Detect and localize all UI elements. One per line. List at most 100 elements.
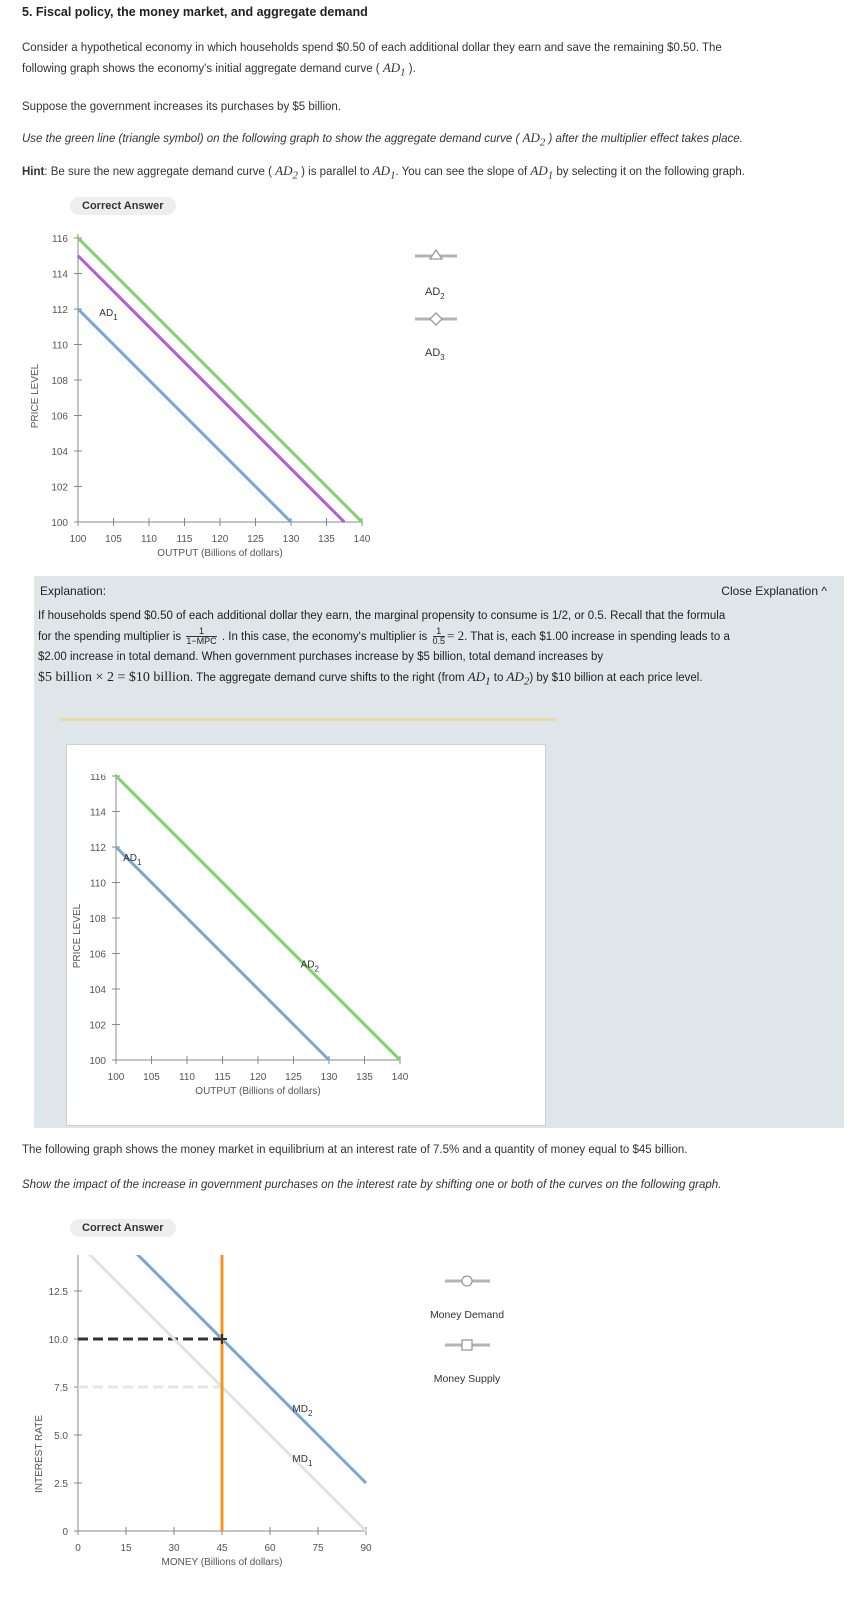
curve-label: AD1	[99, 308, 118, 322]
ad-graph-2: PRICE LEVEL 1001021041061081101121141161…	[72, 774, 409, 1097]
intro-text: Consider a hypothetical economy in which…	[22, 42, 722, 79]
question-title: 5. Fiscal policy, the money market, and …	[22, 5, 368, 19]
legend-money-demand[interactable]: Money Demand	[430, 1275, 504, 1321]
divider	[60, 718, 556, 721]
curve-label: AD2	[301, 960, 320, 974]
y-tick-label: 5.0	[54, 1431, 68, 1442]
svg-text:PRICE LEVEL: PRICE LEVEL	[30, 363, 41, 428]
legend-ad3[interactable]: AD3	[415, 312, 457, 362]
x-tick-label: 135	[318, 534, 335, 545]
y-tick-label: 108	[51, 376, 68, 387]
x-tick-label: 140	[354, 534, 371, 545]
x-tick-label: 105	[143, 1072, 160, 1083]
x-tick-label: 120	[250, 1072, 267, 1083]
y-tick-label: 110	[52, 341, 68, 352]
x-tick-label: 130	[321, 1072, 338, 1083]
square-icon	[461, 1339, 473, 1351]
x-tick-label: 30	[168, 1543, 180, 1554]
y-axis-label-1: PRICE LEVEL	[30, 363, 41, 428]
x-tick-label: 90	[360, 1543, 372, 1554]
y-tick-label: 102	[89, 1021, 106, 1032]
x-tick-label: 110	[179, 1072, 195, 1083]
x-tick-label: 0	[75, 1543, 81, 1554]
legend-money-supply[interactable]: Money Supply	[434, 1339, 501, 1385]
svg-text:INTEREST RATE: INTEREST RATE	[34, 1415, 45, 1493]
diamond-icon	[429, 312, 443, 326]
y-tick-label: 0	[62, 1527, 68, 1538]
money-market-graph[interactable]: INTEREST RATE 02.55.07.510.012.515.00153…	[20, 1255, 820, 1600]
x-tick-label: 45	[216, 1543, 228, 1554]
series-md2[interactable]	[126, 1255, 368, 1485]
series-ad2[interactable]	[114, 774, 402, 1062]
y-tick-label: 106	[89, 950, 106, 961]
plot-area-2: 100 102 104 106 108 110 112 114 116 100 105 110 115 1…	[89, 774, 409, 1097]
suppose-text: Suppose the government increases its pur…	[22, 101, 341, 113]
x-tick-label: 140	[392, 1072, 409, 1083]
ad2-symbol: AD2	[522, 130, 546, 149]
x-tick-label: 135	[356, 1072, 373, 1083]
ad1-symbol: AD1	[382, 60, 406, 79]
x-tick-label: 15	[120, 1543, 132, 1554]
curve-label: MD2	[292, 1404, 313, 1418]
explanation-text: If households spend $0.50 of each additi…	[38, 610, 730, 688]
series-ad3[interactable]	[76, 254, 346, 524]
x-tick-label: 110	[141, 534, 157, 545]
x-tick-label: 130	[283, 534, 300, 545]
explanation-header: Explanation:	[40, 584, 107, 598]
y-tick-label: 114	[52, 270, 68, 281]
y-tick-label: 112	[52, 305, 68, 316]
hint-text: Hint: Be sure the new aggregate demand c…	[22, 163, 745, 182]
close-explanation-button[interactable]: Close Explanation ^	[721, 584, 827, 598]
legend-money-demand-label: Money Demand	[430, 1309, 504, 1321]
instruction-text: Use the green line (triangle symbol) on …	[22, 130, 743, 149]
y-tick-label: 7.5	[54, 1383, 68, 1394]
y-tick-label: 116	[90, 774, 106, 783]
x-tick-label: 100	[108, 1072, 125, 1083]
money-market-text: The following graph shows the money mark…	[22, 1144, 688, 1156]
x-tick-label: 100	[70, 534, 87, 545]
x-tick-label: 125	[247, 534, 264, 545]
x-axis-label: OUTPUT (Billions of dollars)	[195, 1086, 320, 1097]
series-ad1[interactable]	[114, 845, 331, 1062]
y-tick-label: 10.0	[49, 1335, 69, 1346]
money-market-instruction: Show the impact of the increase in gover…	[22, 1179, 722, 1191]
plot-area-1[interactable]: 100 102 104 106 108 110 112 114 116 100 105 110 115 1…	[51, 234, 371, 559]
curve-label: MD1	[292, 1454, 313, 1468]
circle-icon	[461, 1275, 473, 1287]
legend-ad2-label: AD2	[425, 286, 445, 301]
series-ad2[interactable]	[76, 236, 364, 524]
y-tick-label: 116	[52, 234, 68, 245]
y-tick-label: 114	[90, 808, 106, 819]
x-tick-label: 115	[215, 1072, 231, 1083]
y-tick-label: 102	[51, 483, 68, 494]
ad-graph-1[interactable]: PRICE LEVEL 1001021041061081101121141161…	[20, 225, 820, 570]
x-axis-label: OUTPUT (Billions of dollars)	[157, 548, 282, 559]
x-axis-label: MONEY (Billions of dollars)	[162, 1557, 283, 1568]
x-tick-label: 125	[285, 1072, 302, 1083]
x-tick-label: 75	[312, 1543, 324, 1554]
plot-area-3[interactable]: 02.55.07.510.012.515.00153045607590MONEY…	[49, 1255, 372, 1568]
y-tick-label: 104	[89, 985, 106, 996]
y-tick-label: 112	[90, 843, 106, 854]
legend-ad2[interactable]: AD2	[415, 248, 457, 301]
curve-label: Money Supply	[187, 1255, 250, 1256]
y-tick-label: 100	[89, 1056, 106, 1067]
series-ad1[interactable]	[76, 307, 293, 524]
legend-money-supply-label: Money Supply	[434, 1373, 501, 1385]
correct-answer-badge-2: Correct Answer	[70, 1219, 176, 1237]
curve-label: AD1	[123, 853, 142, 867]
x-tick-label: 120	[212, 534, 229, 545]
svg-text:PRICE LEVEL: PRICE LEVEL	[72, 903, 83, 968]
x-tick-label: 115	[177, 534, 193, 545]
y-tick-label: 12.5	[49, 1287, 69, 1298]
correct-answer-badge: Correct Answer	[70, 197, 176, 215]
legend-ad3-label: AD3	[425, 347, 445, 362]
x-tick-label: 60	[264, 1543, 276, 1554]
x-tick-label: 105	[105, 534, 122, 545]
y-tick-label: 104	[51, 447, 68, 458]
y-tick-label: 100	[51, 518, 68, 529]
y-tick-label: 110	[90, 879, 106, 890]
triangle-icon	[428, 248, 444, 260]
y-tick-label: 2.5	[54, 1479, 68, 1490]
y-tick-label: 106	[51, 412, 68, 423]
